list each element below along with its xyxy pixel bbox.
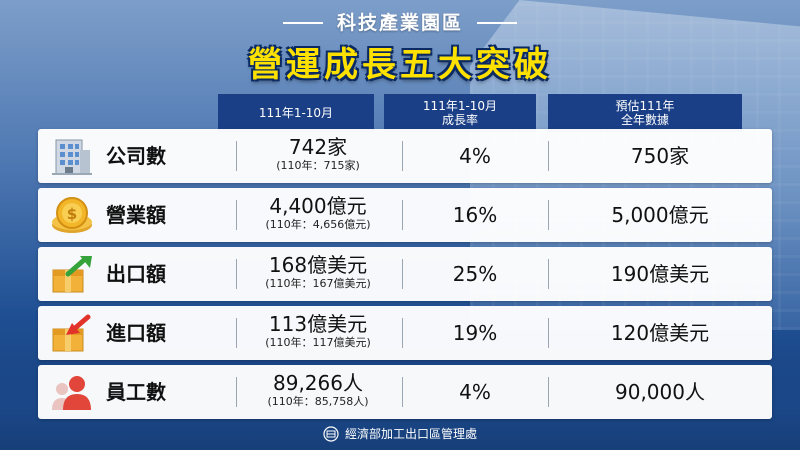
current-value-cell: 89,266人 (110年：85,758人) xyxy=(218,371,418,409)
forecast-value: 5,000億元 xyxy=(611,203,709,227)
row-label: 出口額 xyxy=(106,262,166,286)
divider xyxy=(548,318,549,348)
header-period-label: 111年1-10月 xyxy=(258,106,334,120)
people-icon xyxy=(50,372,94,412)
divider xyxy=(236,200,237,230)
growth-rate: 4% xyxy=(459,144,491,168)
page-title: 營運成長五大突破 xyxy=(248,45,552,85)
footer: 經濟部加工出口區管理處 xyxy=(0,425,800,442)
divider xyxy=(402,200,403,230)
row-companies: 公司數 742家 (110年：715家) 4% 750家 xyxy=(38,129,772,183)
ministry-logo-icon xyxy=(323,425,339,442)
previous-value: (110年：167億美元) xyxy=(265,277,371,290)
current-value: 4,400億元 xyxy=(269,194,367,218)
forecast-value: 120億美元 xyxy=(610,321,710,345)
row-employees: 員工數 89,266人 (110年：85,758人) 4% 90,000人 xyxy=(38,365,772,419)
import-box-icon xyxy=(50,313,94,353)
header-period: 111年1-10月 xyxy=(218,94,374,132)
row-label: 公司數 xyxy=(106,144,166,168)
forecast-value: 90,000人 xyxy=(615,380,705,404)
divider xyxy=(236,377,237,407)
divider xyxy=(236,259,237,289)
row-label: 營業額 xyxy=(106,203,166,227)
header-forecast-line2: 全年數據 xyxy=(620,113,669,127)
divider xyxy=(402,377,403,407)
growth-rate: 19% xyxy=(452,321,498,345)
previous-value: (110年：4,656億元) xyxy=(265,218,371,231)
header-forecast-line1: 預估111年 xyxy=(615,99,675,113)
header-growth: 111年1-10月 成長率 xyxy=(384,94,536,132)
header-growth-line2: 成長率 xyxy=(441,113,478,127)
growth-rate: 16% xyxy=(452,203,498,227)
previous-value: (110年：715家) xyxy=(276,159,360,172)
divider xyxy=(548,200,549,230)
previous-value: (110年：117億美元) xyxy=(265,336,371,349)
current-value: 113億美元 xyxy=(268,312,368,336)
divider xyxy=(402,141,403,171)
divider xyxy=(548,259,549,289)
current-value-cell: 168億美元 (110年：167億美元) xyxy=(218,253,418,291)
building-icon xyxy=(50,136,94,176)
row-revenue: $ 營業額 4,400億元 (110年：4,656億元) 16% 5,000億元 xyxy=(38,188,772,242)
divider xyxy=(236,318,237,348)
current-value-cell: 113億美元 (110年：117億美元) xyxy=(218,312,418,350)
title-area: 科技產業園區 營運成長五大突破 xyxy=(0,8,800,86)
current-value: 742家 xyxy=(288,135,348,159)
current-value: 168億美元 xyxy=(268,253,368,277)
divider xyxy=(402,318,403,348)
growth-rate: 25% xyxy=(452,262,498,286)
divider xyxy=(548,377,549,407)
row-imports: 進口額 113億美元 (110年：117億美元) 19% 120億美元 xyxy=(38,306,772,360)
header-forecast: 預估111年 全年數據 xyxy=(548,94,742,132)
svg-text:$: $ xyxy=(67,205,77,223)
export-box-icon xyxy=(50,254,94,294)
forecast-value: 190億美元 xyxy=(610,262,710,286)
page-subtitle: 科技產業園區 xyxy=(282,8,518,35)
divider xyxy=(402,259,403,289)
coin-icon: $ xyxy=(50,195,94,235)
growth-rate: 4% xyxy=(459,380,491,404)
current-value: 89,266人 xyxy=(273,371,363,395)
row-exports: 出口額 168億美元 (110年：167億美元) 25% 190億美元 xyxy=(38,247,772,301)
row-label: 進口額 xyxy=(106,321,166,345)
divider xyxy=(548,141,549,171)
current-value-cell: 4,400億元 (110年：4,656億元) xyxy=(218,194,418,232)
footer-org-name: 經濟部加工出口區管理處 xyxy=(344,427,477,441)
previous-value: (110年：85,758人) xyxy=(267,395,369,408)
row-label: 員工數 xyxy=(106,380,166,404)
current-value-cell: 742家 (110年：715家) xyxy=(218,135,418,173)
divider xyxy=(236,141,237,171)
forecast-value: 750家 xyxy=(630,144,690,168)
header-growth-line1: 111年1-10月 xyxy=(422,99,498,113)
